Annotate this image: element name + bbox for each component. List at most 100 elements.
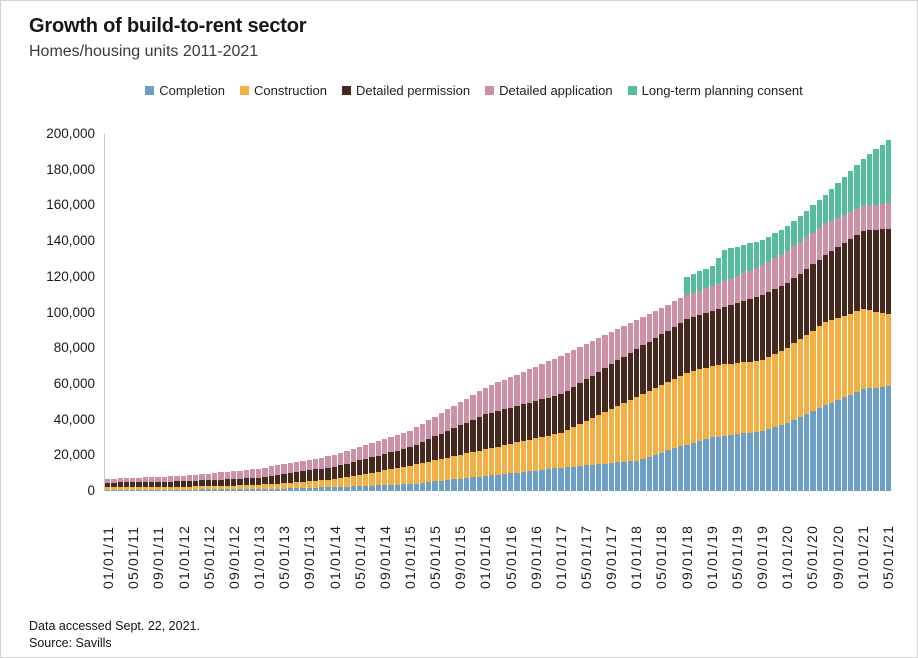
bar (205, 134, 212, 491)
bar-segment (237, 485, 243, 490)
bar (495, 134, 501, 491)
bar-segment (117, 482, 123, 487)
bar (319, 134, 325, 491)
bar (356, 134, 363, 491)
x-axis-tick-label: 01/01/14 (326, 524, 343, 589)
bar-segment (791, 419, 797, 491)
bar (470, 134, 476, 491)
bar (111, 134, 117, 491)
bar-segment (337, 453, 344, 466)
bar-segment (734, 246, 740, 276)
bar-segment (772, 426, 778, 491)
bar-segment (577, 383, 583, 424)
bar-segment (256, 484, 262, 490)
bar (161, 134, 167, 491)
bar-segment (873, 149, 879, 205)
bar (136, 134, 142, 491)
bar-segment (633, 460, 640, 491)
bar-segment (608, 364, 615, 410)
legend-swatch (485, 86, 495, 95)
bar-segment (482, 414, 489, 450)
bar-segment (703, 268, 709, 289)
bar-segment (822, 321, 829, 406)
bar-segment (319, 468, 325, 481)
bar-segment (325, 456, 331, 468)
bar-segment (287, 463, 293, 474)
bar (722, 134, 728, 491)
bar (526, 134, 533, 491)
bar-segment (218, 479, 224, 486)
bar-segment (797, 339, 803, 417)
bar-segment (230, 471, 237, 479)
bar-segment (325, 467, 331, 480)
bar-segment (740, 301, 747, 363)
bar-segment (149, 481, 155, 487)
bar-segment (382, 439, 388, 454)
bar-segment (186, 486, 193, 490)
bar-segment (407, 465, 413, 485)
bar-segment (841, 315, 848, 398)
bar (570, 134, 577, 491)
bar-segment (293, 482, 300, 489)
bar-segment (558, 432, 564, 468)
bar (476, 134, 482, 491)
bar-segment (570, 350, 577, 387)
bar-segment (608, 463, 615, 491)
bar (785, 134, 791, 491)
bar-segment (778, 285, 785, 351)
bar (388, 134, 394, 491)
bar-segment (344, 451, 350, 464)
bar-segment (457, 402, 463, 426)
bar-segment (633, 397, 640, 461)
bar-segment (432, 436, 438, 461)
bar-segment (753, 297, 759, 361)
bar (123, 134, 130, 491)
bar-segment (117, 486, 123, 491)
bar-segment (583, 465, 589, 491)
bar-segment (602, 463, 608, 491)
bar-segment (564, 429, 570, 468)
bar-segment (690, 371, 696, 443)
bar-segment (860, 389, 866, 491)
bar-segment (810, 232, 816, 265)
legend-swatch (239, 86, 249, 95)
bar (463, 134, 470, 491)
bar-segment (829, 220, 835, 252)
bar-segment (835, 217, 841, 248)
x-axis-tick-label: 01/01/16 (477, 524, 494, 589)
bar-segment (797, 273, 803, 340)
x-axis-tick-label: 05/01/16 (502, 524, 519, 589)
x-axis-tick-label: 05/01/12 (200, 524, 217, 589)
bar (602, 134, 608, 491)
bar-segment (816, 408, 822, 491)
bar-segment (803, 334, 810, 414)
bar (816, 134, 822, 491)
bar-segment (772, 288, 778, 354)
bar (854, 134, 860, 491)
bar-segment (646, 341, 652, 392)
bar-segment (552, 468, 558, 491)
bar (400, 134, 407, 491)
x-axis-tick-label: 05/01/18 (653, 524, 670, 589)
y-axis-tick-label: 0 (87, 483, 95, 498)
page-title: Growth of build-to-rent sector (29, 15, 307, 37)
bar-segment (230, 489, 237, 491)
bar-segment (180, 486, 186, 490)
bar-segment (734, 362, 740, 435)
bar-segment (470, 452, 476, 478)
bar-segment (419, 463, 426, 483)
bar-segment (413, 483, 419, 491)
bar-segment (539, 469, 545, 491)
bar-segment (785, 225, 791, 251)
bar-segment (564, 467, 570, 491)
bar-segment (243, 469, 249, 479)
bar-segment (703, 439, 709, 491)
bar-segment (400, 466, 407, 485)
bar-segment (734, 434, 740, 491)
bar-segment (640, 317, 646, 346)
bar-segment (621, 461, 627, 491)
bar (218, 134, 224, 491)
bar-segment (281, 483, 287, 489)
bar-segment (835, 399, 841, 491)
bar-segment (734, 275, 740, 304)
